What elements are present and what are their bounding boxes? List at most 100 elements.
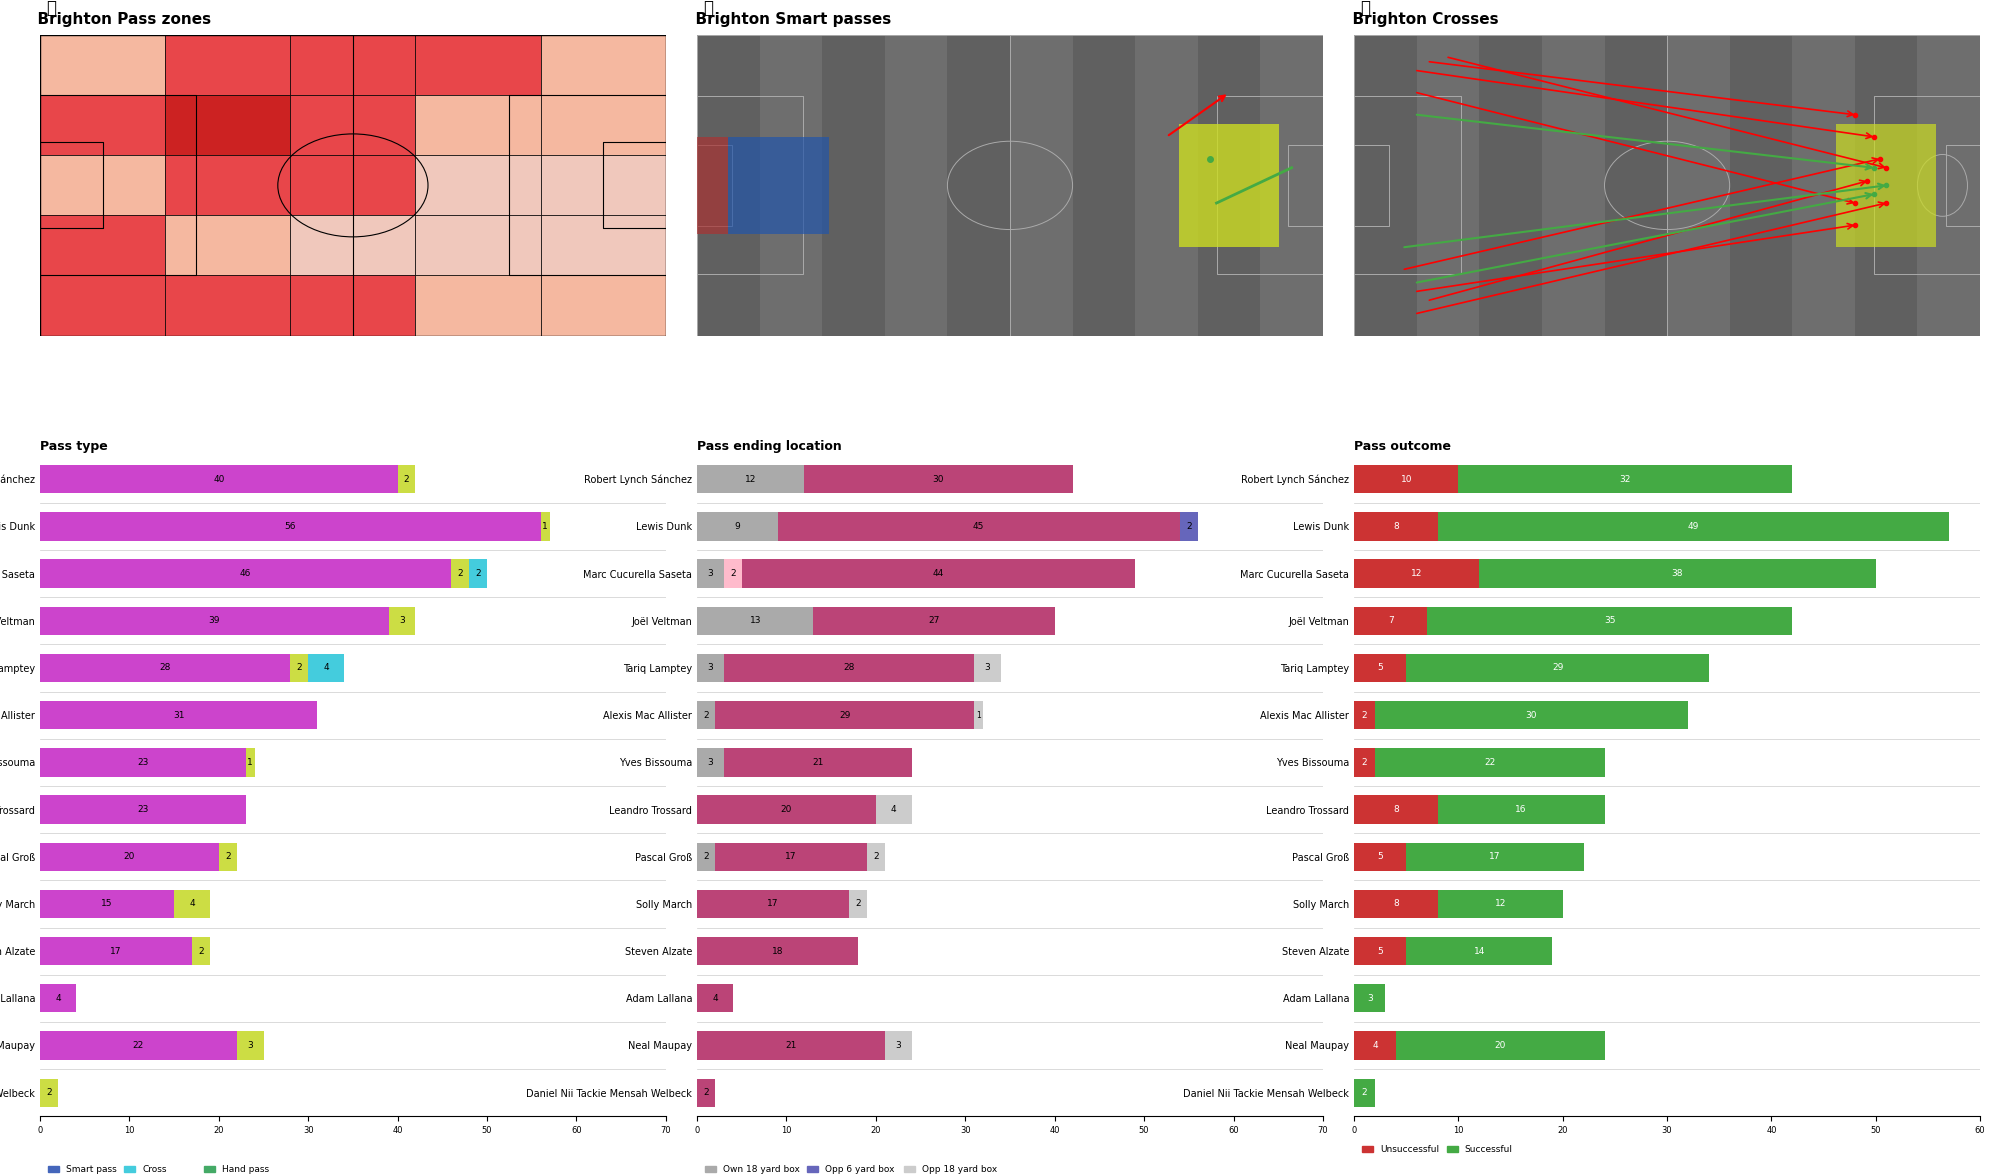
Bar bbox=[698, 1032, 884, 1060]
Bar bbox=[698, 1079, 714, 1107]
Text: 12: 12 bbox=[746, 475, 756, 484]
Bar bbox=[40, 936, 192, 965]
Bar bbox=[40, 465, 398, 494]
Text: 4: 4 bbox=[190, 899, 194, 908]
Bar bbox=[1178, 123, 1280, 247]
Text: 44: 44 bbox=[932, 569, 944, 578]
Bar bbox=[470, 559, 488, 588]
Bar bbox=[40, 606, 388, 635]
Bar bbox=[1354, 512, 1438, 540]
Text: 20: 20 bbox=[124, 852, 136, 861]
Text: 🔵: 🔵 bbox=[1360, 0, 1370, 18]
Bar bbox=[416, 35, 540, 95]
Text: 3: 3 bbox=[248, 1041, 252, 1050]
Bar bbox=[40, 1079, 58, 1107]
Bar bbox=[1416, 35, 1480, 336]
Bar bbox=[540, 512, 550, 540]
Bar bbox=[174, 889, 210, 918]
Text: 3: 3 bbox=[400, 617, 404, 625]
Bar bbox=[1260, 35, 1322, 336]
Bar bbox=[416, 155, 540, 215]
Text: 2: 2 bbox=[874, 852, 878, 861]
Bar bbox=[452, 559, 470, 588]
Bar bbox=[398, 465, 416, 494]
Bar bbox=[40, 215, 166, 275]
Bar bbox=[698, 606, 814, 635]
Bar bbox=[698, 701, 714, 730]
Bar bbox=[814, 606, 1054, 635]
Text: 8: 8 bbox=[1394, 899, 1398, 908]
Bar bbox=[1480, 559, 1876, 588]
Text: 2: 2 bbox=[1362, 711, 1368, 719]
Bar bbox=[724, 559, 742, 588]
Text: 2: 2 bbox=[404, 475, 410, 484]
Bar bbox=[1438, 795, 1604, 824]
Legend: Own 18 yard box, Outside of box, Opp 6 yard box, Own 6 yard box, Opp 18 yard box: Own 18 yard box, Outside of box, Opp 6 y… bbox=[702, 1161, 1000, 1175]
Bar bbox=[290, 155, 416, 215]
Bar bbox=[1406, 936, 1552, 965]
Text: Pass outcome: Pass outcome bbox=[1354, 441, 1452, 454]
Text: 31: 31 bbox=[172, 711, 184, 719]
Bar bbox=[876, 795, 912, 824]
Bar bbox=[40, 842, 218, 871]
Text: 2: 2 bbox=[476, 569, 480, 578]
Text: 22: 22 bbox=[1484, 758, 1496, 767]
Text: 2: 2 bbox=[46, 1088, 52, 1097]
Bar bbox=[1354, 1079, 1376, 1107]
Bar bbox=[1376, 701, 1688, 730]
Bar bbox=[1354, 936, 1406, 965]
Bar bbox=[1792, 35, 1854, 336]
Bar bbox=[40, 653, 290, 683]
Text: 5: 5 bbox=[1378, 947, 1384, 955]
Bar bbox=[884, 35, 948, 336]
Bar bbox=[698, 842, 714, 871]
Text: Pass type: Pass type bbox=[40, 441, 108, 454]
Bar bbox=[1376, 748, 1604, 777]
Bar bbox=[246, 748, 254, 777]
Text: 4: 4 bbox=[712, 994, 718, 1002]
Bar bbox=[1730, 35, 1792, 336]
Text: 40: 40 bbox=[214, 475, 224, 484]
Text: 56: 56 bbox=[284, 522, 296, 531]
Text: 1: 1 bbox=[542, 522, 548, 531]
Text: 14: 14 bbox=[1474, 947, 1486, 955]
Text: 2: 2 bbox=[856, 899, 860, 908]
Text: Brighton Crosses: Brighton Crosses bbox=[1342, 12, 1498, 27]
Text: 5: 5 bbox=[1378, 852, 1384, 861]
Bar bbox=[40, 155, 166, 215]
Bar bbox=[884, 1032, 912, 1060]
Text: 3: 3 bbox=[1366, 994, 1372, 1002]
Bar bbox=[850, 889, 866, 918]
Bar bbox=[1354, 701, 1376, 730]
Bar bbox=[698, 653, 724, 683]
Bar bbox=[1354, 35, 1416, 336]
Text: 29: 29 bbox=[838, 711, 850, 719]
Text: 22: 22 bbox=[132, 1041, 144, 1050]
Text: 2: 2 bbox=[1186, 522, 1192, 531]
Text: 5: 5 bbox=[1378, 664, 1384, 672]
Bar bbox=[1428, 606, 1792, 635]
Bar bbox=[1854, 35, 1918, 336]
Text: 38: 38 bbox=[1672, 569, 1684, 578]
Text: 4: 4 bbox=[324, 664, 328, 672]
Bar bbox=[1180, 512, 1198, 540]
Text: 17: 17 bbox=[786, 852, 796, 861]
Bar bbox=[40, 748, 246, 777]
Bar bbox=[166, 215, 290, 275]
Text: 2: 2 bbox=[704, 1088, 708, 1097]
Bar bbox=[540, 95, 666, 155]
Bar bbox=[40, 559, 452, 588]
Text: 🔵: 🔵 bbox=[704, 0, 714, 18]
Bar bbox=[1438, 512, 1948, 540]
Bar bbox=[40, 512, 540, 540]
Text: 2: 2 bbox=[458, 569, 462, 578]
Bar bbox=[290, 35, 416, 95]
Text: 1: 1 bbox=[976, 711, 982, 719]
Text: 2: 2 bbox=[704, 711, 708, 719]
Bar bbox=[290, 95, 416, 155]
Bar bbox=[1354, 795, 1438, 824]
Bar bbox=[290, 275, 416, 336]
Bar bbox=[1918, 35, 1980, 336]
Text: 23: 23 bbox=[138, 805, 148, 814]
Bar bbox=[1354, 653, 1406, 683]
